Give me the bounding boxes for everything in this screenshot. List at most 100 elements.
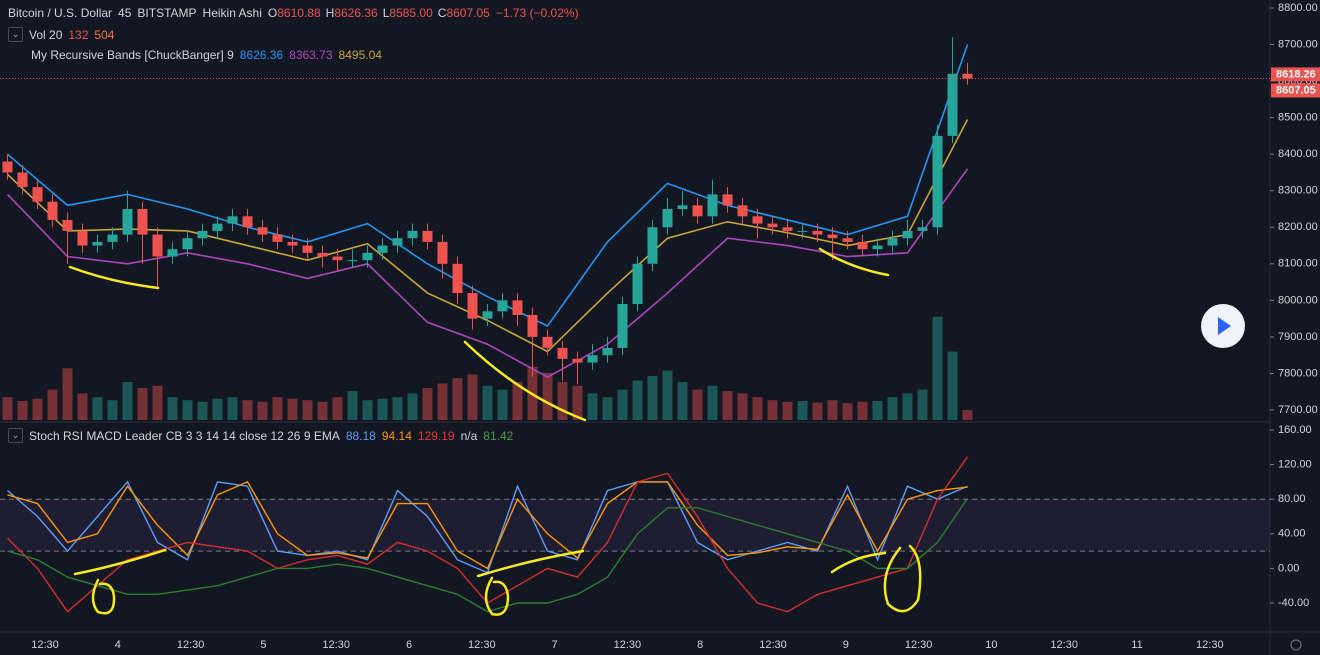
candle-body [782, 227, 793, 231]
y-tick-label: 120.00 [1278, 459, 1312, 471]
candle-body [377, 245, 388, 253]
volume-bar [182, 400, 193, 420]
collapse-button[interactable]: ⌄ [8, 27, 23, 42]
candle-body [257, 227, 268, 235]
candle-body [197, 230, 208, 239]
candle-body [827, 234, 838, 239]
candle-body [107, 234, 118, 242]
annotation [73, 548, 167, 576]
candle-body [632, 263, 643, 305]
volume-bar [632, 380, 643, 420]
y-tick-label: 8100.00 [1278, 258, 1318, 270]
y-tick-label: 8500.00 [1278, 112, 1318, 124]
ohlc-value: 8610.88 [277, 6, 321, 20]
indicator-line [7, 497, 969, 613]
annotation [883, 544, 922, 613]
volume-bar [107, 400, 118, 420]
candle-body [47, 201, 58, 220]
candle-body [77, 230, 88, 246]
volume-bar [467, 374, 478, 420]
candle-body [797, 230, 808, 232]
legend-value: 132 [68, 27, 89, 42]
x-tick-label: 12:30 [468, 639, 496, 651]
candle-body [752, 216, 763, 224]
volume-bar [947, 351, 958, 420]
volume-bar [707, 385, 718, 420]
annotation [484, 576, 510, 616]
candle-body [767, 223, 778, 228]
candle-body [602, 347, 613, 356]
candle-body [557, 347, 568, 359]
legend-value: 129.19 [417, 428, 455, 443]
y-tick-label: 40.00 [1278, 528, 1306, 540]
legend-value: 8495.04 [338, 48, 382, 62]
legend-title: My Recursive Bands [ChuckBanger] 9 [31, 48, 234, 62]
candle-body [32, 187, 43, 202]
candle-body [587, 355, 598, 363]
legend-value: 81.42 [483, 428, 514, 443]
volume-bar [722, 391, 733, 420]
candle-body [692, 205, 703, 217]
volume-bar [857, 401, 868, 420]
annotation [476, 549, 585, 578]
volume-bar [647, 375, 658, 420]
ohlc-value: 8607.05 [446, 6, 490, 20]
volume-bar [827, 400, 838, 420]
volume-bar [812, 402, 823, 420]
legend-title: Stoch RSI MACD Leader CB 3 3 14 14 close… [29, 428, 340, 443]
x-tick-label: 12:30 [905, 639, 933, 651]
candle-body [422, 230, 433, 242]
legend-values: 88.18 94.14 129.19 n/a 81.42 [346, 429, 513, 443]
interval: 45 [118, 6, 132, 20]
volume-bar [482, 385, 493, 420]
candle-body [167, 249, 178, 257]
legend-value: 8626.36 [239, 48, 284, 62]
x-tick-label: 12:30 [31, 639, 59, 651]
ohlc-value: 8626.36 [334, 6, 378, 20]
candle-body [842, 238, 853, 242]
settings-icon[interactable] [1290, 639, 1302, 651]
x-tick-label: 9 [843, 639, 849, 651]
y-tick-label: 8800.00 [1278, 2, 1318, 14]
candle-body [407, 230, 418, 239]
volume-bar [317, 401, 328, 420]
ohlc: O8610.88 H8626.36 L8585.00 C8607.05 [268, 6, 490, 20]
candle-body [17, 172, 28, 188]
candle-body [962, 73, 973, 79]
y-tick-label: 7900.00 [1278, 331, 1318, 343]
candle-body [662, 209, 673, 228]
volume-bar [917, 389, 928, 420]
y-tick-label: 7700.00 [1278, 404, 1318, 416]
volume-bar [17, 401, 28, 420]
candle-body [872, 245, 883, 250]
indicator-legend: ⌄ Stoch RSI MACD Leader CB 3 3 14 14 clo… [8, 428, 513, 443]
legend-value: 504 [94, 27, 115, 42]
candle-body [242, 216, 253, 228]
candle-body [932, 135, 943, 228]
volume-bar [122, 382, 133, 420]
volume-bar [677, 382, 688, 420]
collapse-button[interactable]: ⌄ [8, 428, 23, 443]
y-tick-label: 8000.00 [1278, 294, 1318, 306]
volume-bar [152, 385, 163, 420]
y-tick-label: 160.00 [1278, 424, 1312, 436]
volume-bar [227, 397, 238, 420]
change: −1.73 (−0.02%) [495, 6, 579, 20]
price-label-bg [1271, 83, 1320, 98]
x-tick-label: 11 [1131, 639, 1142, 651]
volume-bar [422, 388, 433, 420]
ohlc-label: L [382, 6, 390, 20]
legend-value: 88.18 [345, 428, 376, 443]
price-label: 8618.26 [1276, 68, 1316, 80]
band-line [6, 44, 969, 327]
candle-body [302, 245, 313, 253]
candle-body [182, 238, 193, 250]
candle-body [887, 238, 898, 246]
volume-bar [257, 401, 268, 420]
candle-body [362, 252, 373, 261]
volume-bar [662, 370, 673, 420]
volume-bar [512, 382, 523, 420]
play-icon [1218, 317, 1231, 335]
volume-bar [782, 401, 793, 420]
candle-body [482, 311, 493, 319]
